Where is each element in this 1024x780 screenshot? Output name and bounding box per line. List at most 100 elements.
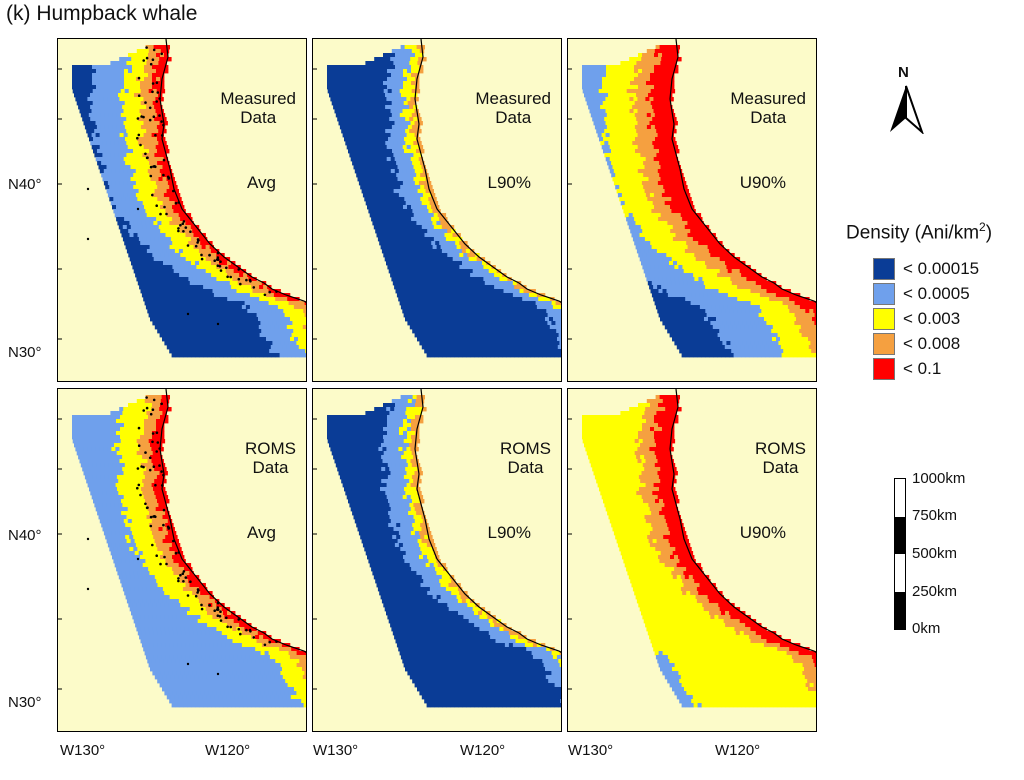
density-cell	[645, 97, 650, 102]
density-cell	[431, 217, 436, 222]
density-cell	[151, 273, 156, 278]
density-cell	[472, 257, 478, 262]
density-cell	[140, 53, 145, 58]
density-cell	[149, 137, 154, 142]
density-cell	[119, 193, 125, 198]
density-cell	[404, 137, 409, 142]
density-cell	[172, 217, 177, 222]
density-cell	[667, 173, 672, 178]
density-cell	[153, 197, 158, 202]
density-cell	[343, 113, 349, 118]
density-cell	[219, 353, 224, 358]
density-cell	[425, 225, 431, 230]
density-cell	[153, 185, 158, 190]
density-cell	[385, 141, 390, 146]
density-cell	[145, 269, 151, 274]
density-cell	[281, 293, 287, 298]
density-cell	[156, 277, 161, 282]
density-cell	[550, 309, 555, 314]
density-cell	[621, 157, 627, 162]
density-cell	[221, 329, 226, 334]
density-cell	[355, 77, 360, 82]
density-cell	[144, 85, 149, 90]
density-cell	[626, 81, 631, 86]
density-cell	[341, 129, 346, 134]
density-cell	[526, 297, 531, 302]
density-cell	[279, 353, 284, 358]
density-cell	[136, 53, 141, 58]
density-cell	[374, 145, 380, 150]
density-cell	[236, 301, 241, 306]
density-cell	[185, 305, 191, 310]
density-cell	[520, 329, 525, 334]
density-cell	[444, 257, 450, 262]
density-cell	[359, 113, 365, 118]
density-cell	[367, 205, 372, 210]
density-cell	[171, 181, 177, 186]
density-cell	[392, 185, 397, 190]
density-cell	[267, 353, 272, 358]
sighting-point	[216, 251, 220, 255]
density-cell	[464, 349, 469, 354]
density-cell	[260, 289, 265, 294]
density-cell	[441, 345, 447, 350]
density-cell	[192, 313, 197, 318]
density-cell	[658, 85, 663, 90]
density-cell	[92, 77, 97, 82]
density-cell	[167, 181, 173, 186]
density-cell	[637, 169, 643, 174]
density-cell	[366, 193, 372, 198]
density-cell	[116, 125, 122, 130]
density-cell	[404, 233, 409, 238]
density-cell	[386, 145, 392, 150]
density-cell	[604, 129, 609, 134]
density-cell	[491, 289, 496, 294]
density-cell	[401, 153, 406, 158]
density-cell	[500, 329, 505, 334]
density-cell	[446, 261, 451, 266]
density-cell	[391, 85, 396, 90]
density-cell	[225, 293, 231, 298]
density-cell	[459, 265, 464, 270]
density-cell	[160, 289, 165, 294]
density-cell	[135, 121, 140, 126]
density-cell	[177, 197, 182, 202]
density-cell	[406, 121, 411, 126]
density-cell	[606, 65, 611, 70]
density-cell	[508, 281, 514, 286]
density-cell	[375, 217, 380, 222]
density-cell	[666, 69, 671, 74]
density-cell	[403, 81, 408, 86]
density-cell	[499, 289, 504, 294]
density-cell	[543, 313, 548, 318]
density-cell	[91, 109, 96, 114]
density-cell	[661, 145, 667, 150]
density-cell	[245, 329, 250, 334]
density-cell	[109, 173, 114, 178]
density-cell	[165, 185, 170, 190]
density-cell	[657, 193, 663, 198]
density-cell	[670, 89, 676, 94]
density-cell	[184, 241, 189, 246]
density-cell	[405, 129, 410, 134]
density-cell	[393, 177, 398, 182]
density-cell	[92, 85, 97, 90]
density-cell	[443, 241, 448, 246]
density-cell	[480, 269, 486, 274]
density-cell	[410, 109, 415, 114]
density-cell	[448, 233, 453, 238]
density-cell	[72, 77, 77, 82]
density-cell	[163, 157, 169, 162]
density-cell	[658, 125, 664, 130]
density-cell	[207, 353, 212, 358]
density-cell	[627, 185, 632, 190]
density-cell	[360, 137, 365, 142]
density-cell	[512, 305, 518, 310]
density-cell	[444, 281, 450, 286]
density-cell	[102, 141, 107, 146]
density-cell	[246, 317, 251, 322]
density-cell	[405, 225, 411, 230]
density-cell	[613, 157, 619, 162]
density-cell	[650, 85, 655, 90]
density-cell	[155, 169, 161, 174]
